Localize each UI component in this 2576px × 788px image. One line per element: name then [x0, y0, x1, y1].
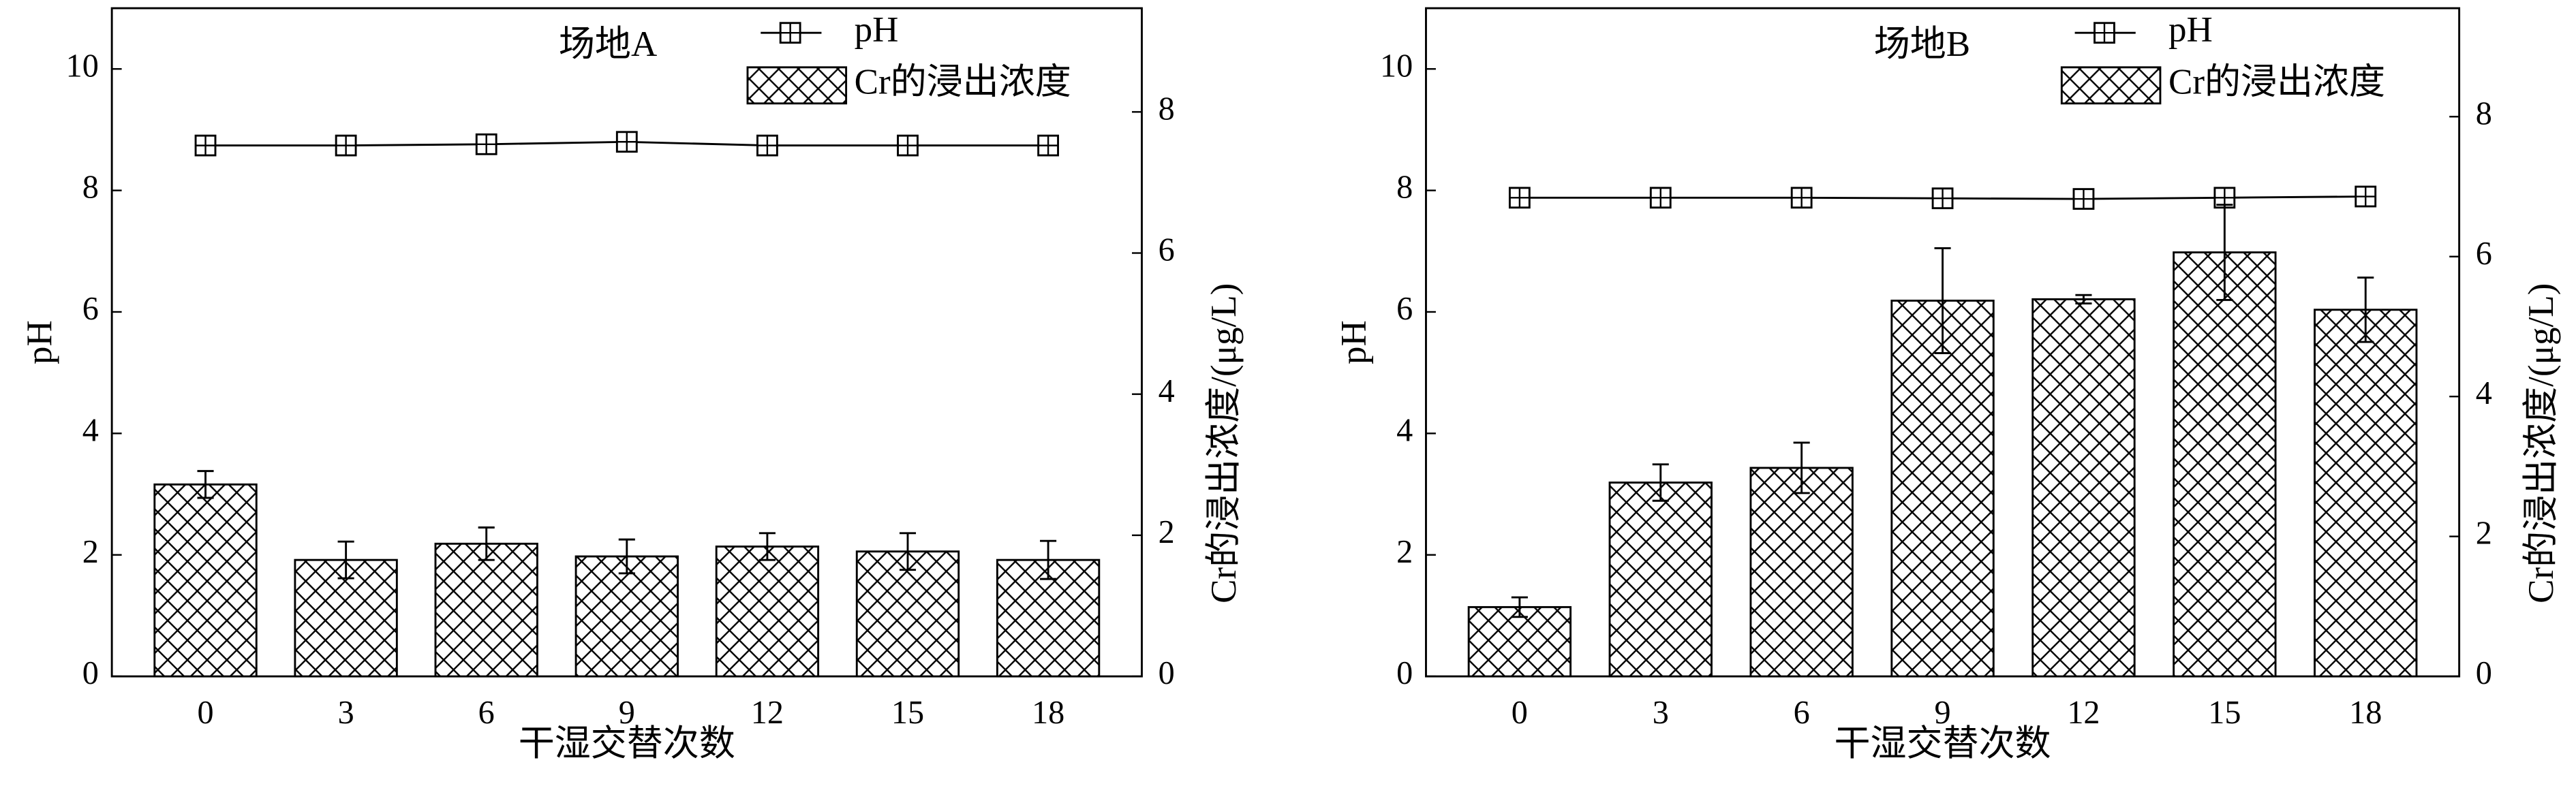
- annotation: 场地B: [1874, 25, 1970, 64]
- x-tick-label: 12: [751, 695, 784, 731]
- x-tick-label: 15: [891, 695, 924, 731]
- y2-tick-label: 8: [2476, 95, 2492, 131]
- annotation: 场地A: [559, 25, 657, 64]
- bar: [1890, 300, 1995, 678]
- legend-swatch: [746, 66, 848, 105]
- bar: [1749, 467, 1854, 678]
- x-tick-label: 0: [1512, 695, 1528, 731]
- bar: [2031, 298, 2136, 678]
- x-tick-label: 9: [619, 695, 635, 731]
- error-bar: [1511, 596, 1528, 618]
- y2-tick-label: 0: [2476, 655, 2492, 691]
- x-tick-label: 3: [1653, 695, 1669, 731]
- y2-tick-label: 6: [2476, 236, 2492, 272]
- error-bar: [1652, 463, 1669, 502]
- y2-tick-label: 4: [2476, 375, 2492, 411]
- error-bar: [197, 470, 214, 499]
- y2-tick-label: 8: [1159, 91, 1175, 127]
- x-tick-label: 0: [197, 695, 213, 731]
- y2-tick-label: 2: [2476, 516, 2492, 552]
- bar: [715, 546, 820, 678]
- y-tick-label: 0: [82, 655, 99, 691]
- y-tick-label: 10: [66, 48, 99, 84]
- error-bar: [1934, 247, 1951, 354]
- bar: [153, 483, 258, 678]
- error-bar: [618, 538, 635, 575]
- legend-label: Cr的浸出浓度: [855, 63, 1071, 102]
- x-tick-label: 12: [2067, 695, 2100, 731]
- error-bar: [1793, 441, 1810, 494]
- error-bar: [899, 532, 917, 571]
- y-tick-label: 10: [1380, 48, 1413, 84]
- legend-swatch: [2060, 66, 2162, 105]
- error-bar: [1040, 539, 1057, 580]
- legend-label: pH: [855, 10, 899, 49]
- bar: [574, 555, 679, 678]
- y-tick-label: 8: [1396, 170, 1413, 206]
- y2-axis-label: Cr的浸出浓度/(μg/L): [2521, 283, 2561, 603]
- x-tick-label: 15: [2208, 695, 2241, 731]
- error-bar: [2075, 294, 2092, 305]
- x-axis-label: 干湿交替次数: [519, 724, 735, 763]
- y-tick-label: 6: [1396, 291, 1413, 327]
- x-tick-label: 9: [1935, 695, 1951, 731]
- y-axis-label: pH: [20, 320, 59, 364]
- y2-tick-label: 6: [1159, 232, 1175, 268]
- y2-axis-label: Cr的浸出浓度/(μg/L): [1204, 283, 1244, 603]
- y-tick-label: 4: [82, 412, 99, 448]
- error-bar: [2357, 277, 2374, 343]
- bar: [2314, 309, 2418, 678]
- y2-tick-label: 4: [1159, 373, 1175, 409]
- bar: [1608, 482, 1713, 678]
- x-tick-label: 18: [2349, 695, 2382, 731]
- x-tick-label: 18: [1032, 695, 1064, 731]
- y-tick-label: 0: [1396, 655, 1413, 691]
- x-tick-label: 6: [478, 695, 495, 731]
- y-tick-label: 2: [82, 534, 99, 570]
- bar: [2173, 251, 2277, 678]
- y-tick-label: 2: [1396, 534, 1413, 570]
- error-bar: [337, 540, 354, 580]
- x-tick-label: 3: [338, 695, 354, 731]
- bar: [855, 550, 960, 678]
- error-bar: [478, 526, 495, 561]
- bar: [1467, 605, 1572, 678]
- y-tick-label: 8: [82, 170, 99, 206]
- bar: [434, 542, 538, 678]
- y-axis-label: pH: [1334, 320, 1373, 364]
- error-bar: [758, 532, 776, 561]
- y2-tick-label: 0: [1159, 655, 1175, 691]
- legend-label: pH: [2168, 10, 2213, 49]
- y-tick-label: 4: [1396, 412, 1413, 448]
- y-tick-label: 6: [82, 291, 99, 327]
- x-tick-label: 6: [1794, 695, 1810, 731]
- error-bar: [2216, 204, 2233, 301]
- x-axis-label: 干湿交替次数: [1834, 724, 2051, 763]
- legend-label: Cr的浸出浓度: [2168, 63, 2385, 102]
- y2-tick-label: 2: [1159, 514, 1175, 550]
